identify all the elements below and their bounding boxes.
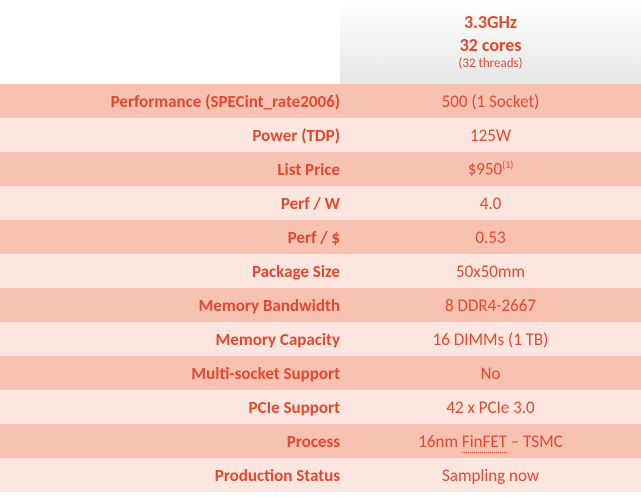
table-row: Perf / W4.0 bbox=[0, 186, 641, 220]
row-label: Package Size bbox=[0, 254, 340, 288]
row-label: Memory Bandwidth bbox=[0, 288, 340, 322]
spec-table: 3.3GHz 32 cores (32 threads) Performance… bbox=[0, 0, 641, 492]
row-label: Perf / $ bbox=[0, 220, 340, 254]
row-value: 500 (1 Socket) bbox=[340, 84, 641, 118]
row-value: 16nm FinFET – TSMC bbox=[340, 424, 641, 458]
row-value: 8 DDR4-2667 bbox=[340, 288, 641, 322]
row-label: Perf / W bbox=[0, 186, 340, 220]
table-row: Performance (SPECint_rate2006)500 (1 Soc… bbox=[0, 84, 641, 118]
header-line2: 32 cores bbox=[340, 34, 641, 57]
row-value: Sampling now bbox=[340, 458, 641, 492]
row-value: 16 DIMMs (1 TB) bbox=[340, 322, 641, 356]
table-row: Perf / $0.53 bbox=[0, 220, 641, 254]
table-row: Memory Bandwidth8 DDR4-2667 bbox=[0, 288, 641, 322]
row-value: 42 x PCIe 3.0 bbox=[340, 390, 641, 424]
table-row: Process16nm FinFET – TSMC bbox=[0, 424, 641, 458]
header-cell: 3.3GHz 32 cores (32 threads) bbox=[340, 0, 641, 84]
row-value: 0.53 bbox=[340, 220, 641, 254]
row-label: Memory Capacity bbox=[0, 322, 340, 356]
row-label: List Price bbox=[0, 152, 340, 186]
table-row: Power (TDP)125W bbox=[0, 118, 641, 152]
table-row: Memory Capacity16 DIMMs (1 TB) bbox=[0, 322, 641, 356]
row-value: No bbox=[340, 356, 641, 390]
row-value: 125W bbox=[340, 118, 641, 152]
table-row: Production StatusSampling now bbox=[0, 458, 641, 492]
header-left-spacer bbox=[0, 0, 340, 84]
table-row: List Price$950(1) bbox=[0, 152, 641, 186]
row-value: 50x50mm bbox=[340, 254, 641, 288]
row-label: Performance (SPECint_rate2006) bbox=[0, 84, 340, 118]
header-line3: (32 threads) bbox=[340, 56, 641, 73]
row-label: Multi-socket Support bbox=[0, 356, 340, 390]
header-line1: 3.3GHz bbox=[340, 11, 641, 34]
row-label: Power (TDP) bbox=[0, 118, 340, 152]
table-row: Package Size50x50mm bbox=[0, 254, 641, 288]
row-label: Production Status bbox=[0, 458, 340, 492]
header-row: 3.3GHz 32 cores (32 threads) bbox=[0, 0, 641, 84]
table-row: Multi-socket SupportNo bbox=[0, 356, 641, 390]
table-row: PCIe Support42 x PCIe 3.0 bbox=[0, 390, 641, 424]
row-value: $950(1) bbox=[340, 152, 641, 186]
row-label: PCIe Support bbox=[0, 390, 340, 424]
row-value: 4.0 bbox=[340, 186, 641, 220]
row-label: Process bbox=[0, 424, 340, 458]
